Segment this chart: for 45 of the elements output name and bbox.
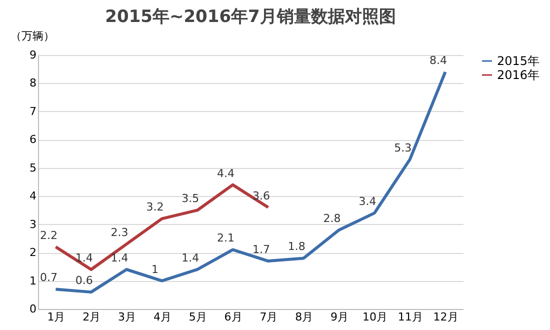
x-tick-label: 9月: [330, 310, 349, 324]
y-tick-label: 3: [30, 218, 36, 231]
x-tick-label: 7月: [260, 310, 278, 324]
data-label: 2.1: [217, 232, 235, 245]
data-label: 8.4: [430, 54, 448, 67]
legend-label: 2016年: [497, 68, 540, 82]
x-tick-label: 6月: [224, 310, 242, 324]
data-label: 3.4: [358, 195, 376, 208]
legend-label: 2015年: [497, 54, 540, 68]
x-tick-label: 4月: [153, 310, 172, 324]
x-tick-label: 8月: [295, 310, 314, 324]
data-label: 0.7: [40, 271, 58, 284]
x-tick-label: 12月: [433, 310, 458, 324]
data-label: 3.6: [252, 189, 270, 202]
x-tick-label: 2月: [82, 310, 101, 324]
x-tick-label: 11月: [398, 310, 423, 324]
chart-title: 2015年~2016年7月销量数据对照图: [105, 7, 396, 27]
data-label: 2.8: [323, 212, 341, 225]
data-label: 1.4: [110, 251, 128, 264]
y-tick-label: 1: [30, 274, 36, 288]
y-tick-label: 0: [30, 302, 36, 316]
x-tick-label: 5月: [188, 310, 207, 324]
y-tick-label: 5: [30, 161, 36, 174]
data-label: 0.6: [75, 274, 93, 288]
x-tick-label: 10月: [362, 310, 388, 324]
data-label: 1.8: [288, 240, 306, 254]
y-tick-label: 7: [30, 104, 36, 118]
y-tick-label: 8: [30, 76, 36, 90]
data-label: 1.7: [252, 243, 270, 256]
x-tick-label: 3月: [118, 310, 136, 324]
x-tick-label: 1月: [47, 310, 66, 324]
data-label: 3.2: [146, 200, 164, 214]
data-label: 3.5: [182, 192, 200, 206]
y-tick-label: 2: [30, 246, 36, 260]
y-tick-label: 6: [30, 133, 36, 146]
data-label: 2.2: [40, 228, 58, 242]
data-label: 2.3: [110, 226, 128, 240]
y-tick-label: 4: [30, 190, 36, 203]
data-label: 1.4: [182, 251, 200, 264]
data-label: 4.4: [217, 166, 235, 180]
y-tick-label: 9: [30, 48, 36, 62]
data-label: 1.4: [75, 251, 93, 264]
y-axis-title: （万辆）: [10, 30, 54, 42]
data-label: 1: [151, 262, 158, 276]
data-label: 5.3: [394, 141, 412, 154]
